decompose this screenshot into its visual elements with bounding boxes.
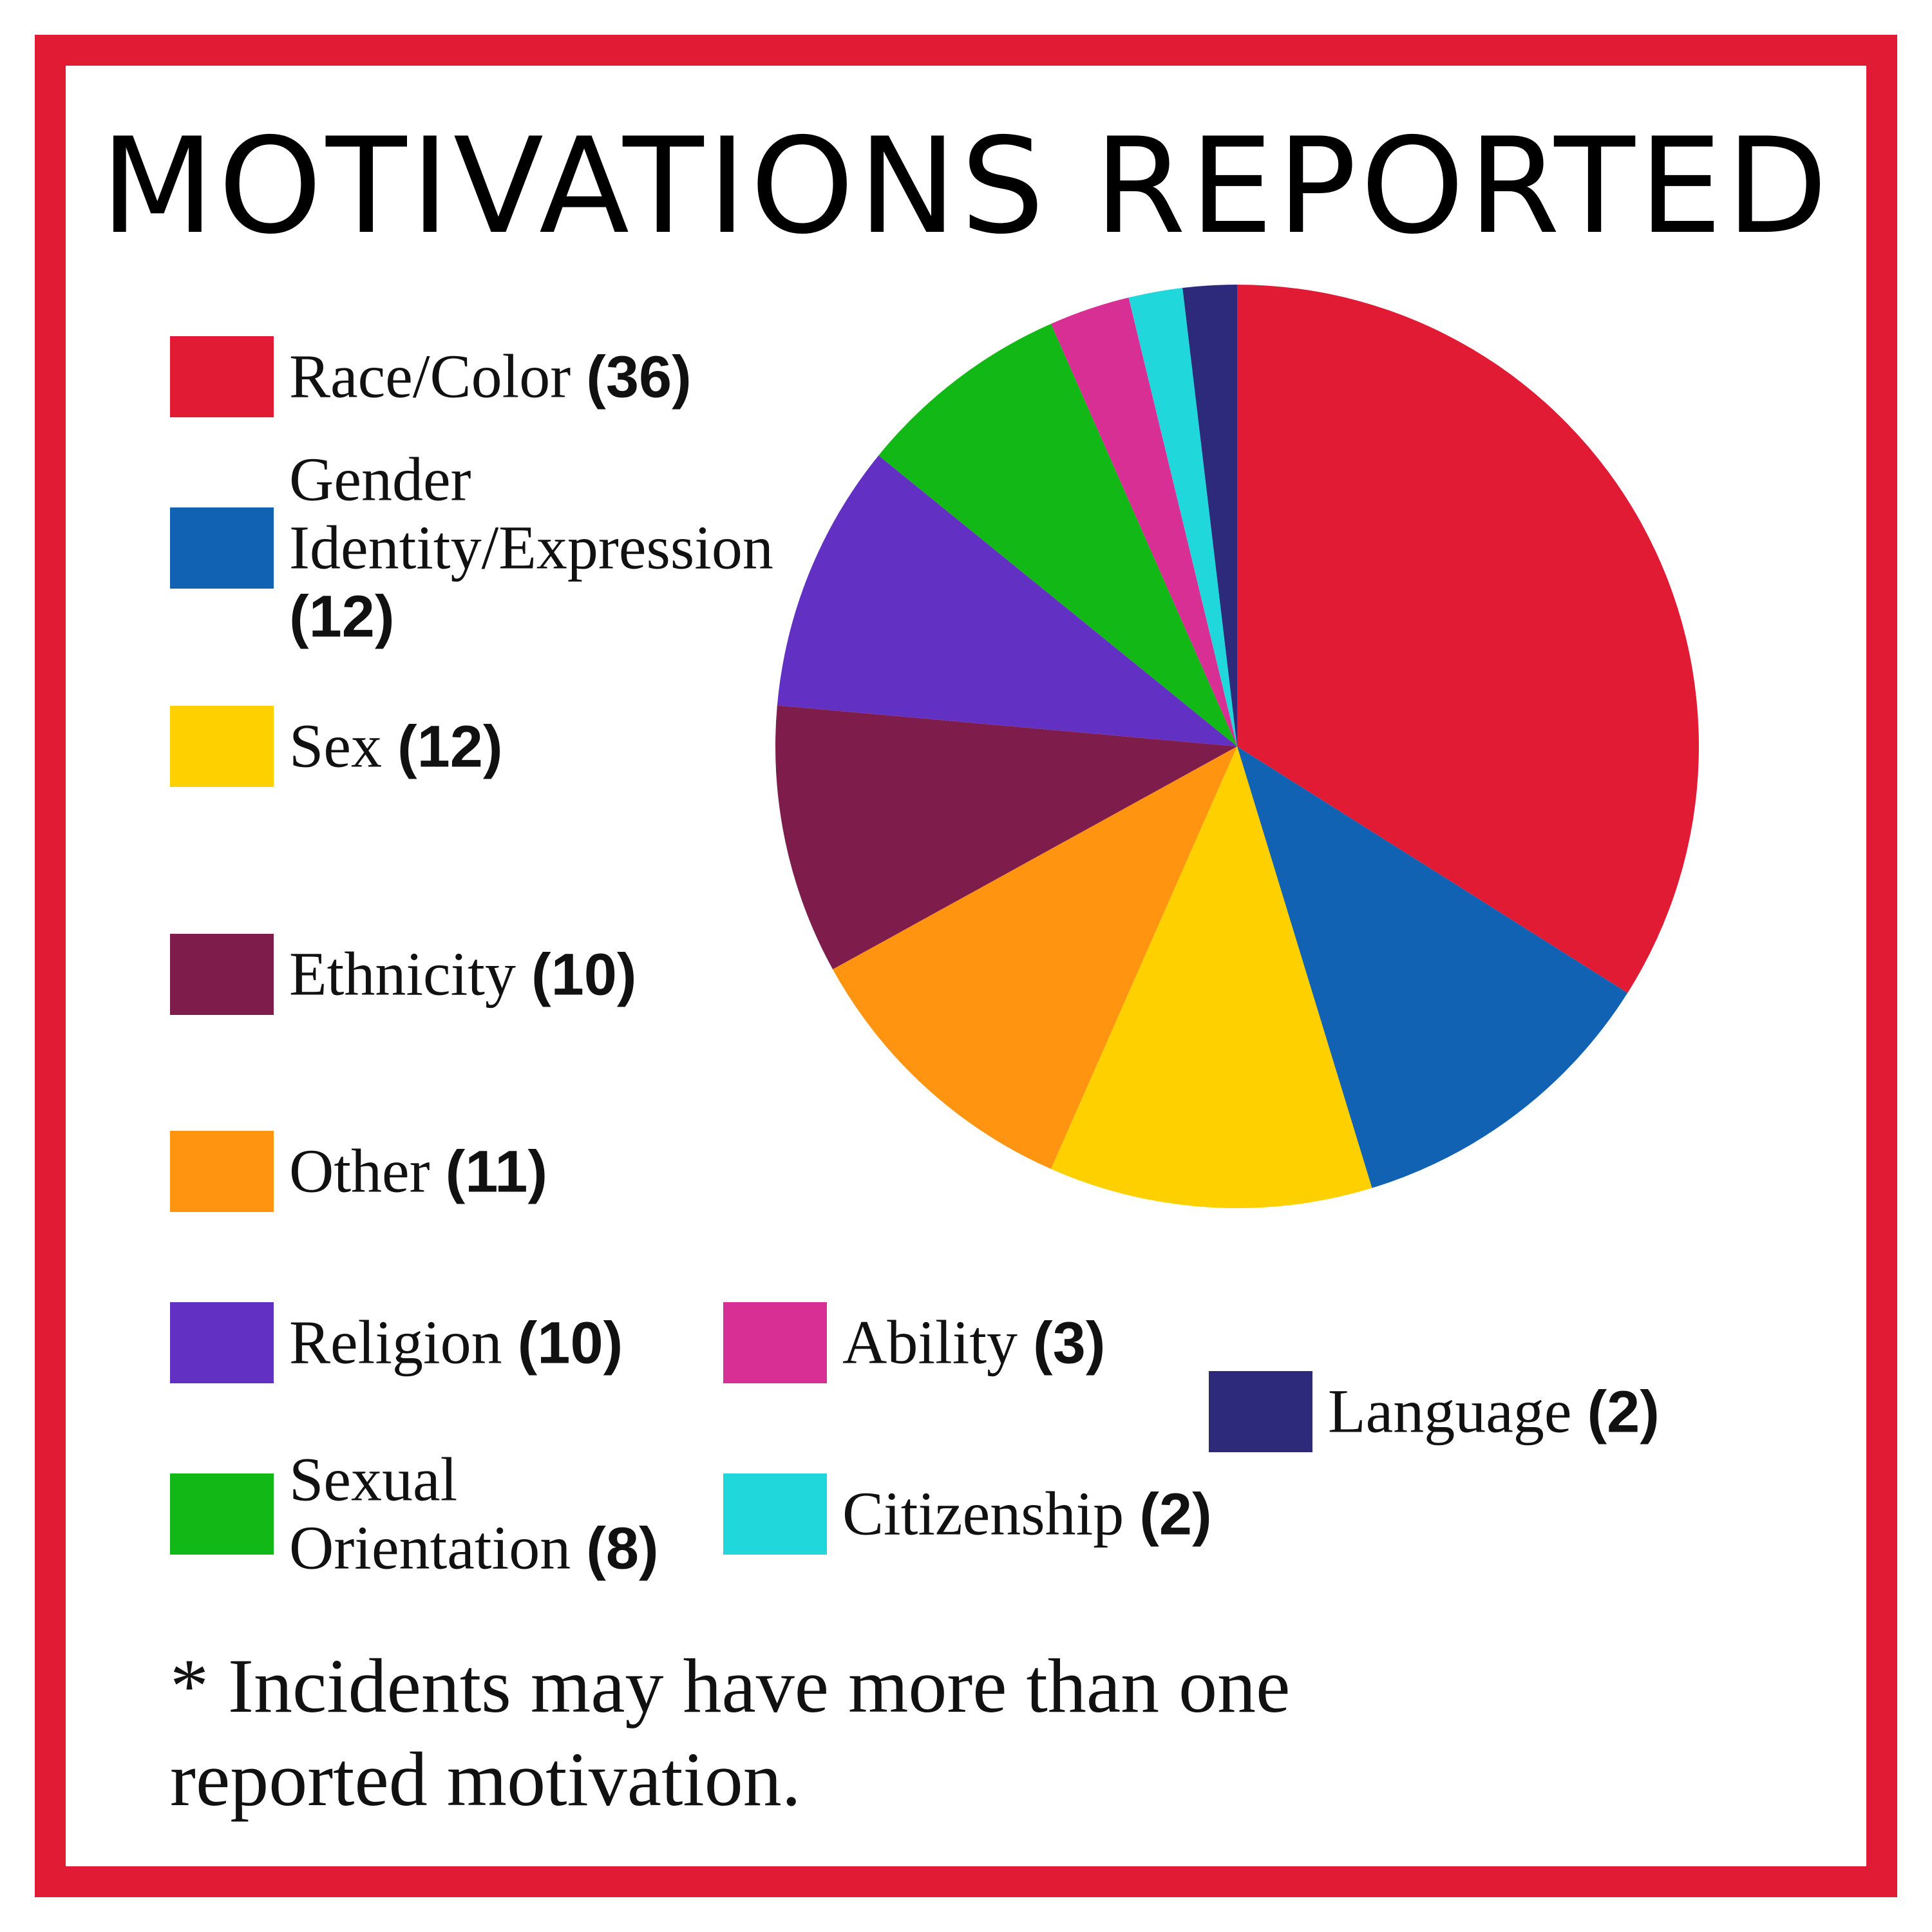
legend-value: (12) [289,583,395,650]
legend-entry: Religion (10) [289,1307,1062,1378]
pie-slice [1128,288,1237,746]
pie-slice [1050,298,1237,746]
legend-value: (2) [1139,1481,1212,1548]
legend-entry: Ability (3) [842,1307,1615,1378]
legend-swatch [723,1473,827,1555]
legend-label: Citizenship [842,1479,1124,1548]
frame [35,35,1897,1897]
legend-label: Ability [842,1307,1018,1377]
legend-swatch [723,1302,827,1383]
legend-label: Religion [289,1307,502,1377]
pie-slice [1050,746,1372,1208]
legend-value: (11) [445,1139,548,1205]
pie-slice [777,455,1237,746]
legend-swatch [170,1302,274,1383]
legend-entry: Other (11) [289,1137,1062,1206]
legend-swatch [170,934,274,1015]
legend-value: (12) [397,714,503,780]
pie-slice [833,746,1237,1170]
legend-entry: Citizenship (2) [842,1479,1615,1549]
legend-label: Gender Identity/Expression [289,444,773,582]
legend-swatch [170,507,274,589]
legend-swatch [170,336,274,417]
pie-slice [1182,285,1237,746]
legend-entry: Sexual Orientation (8) [289,1444,701,1583]
legend-value: (3) [1033,1310,1106,1376]
legend-label: Ethnicity [289,939,516,1009]
legend-entry: Language (2) [1328,1376,1932,1446]
legend-swatch [170,1131,274,1212]
legend-label: Sex [289,711,382,781]
legend-label: Other [289,1136,430,1206]
legend-swatch [1209,1371,1312,1452]
pie-slice [878,323,1237,747]
legend-swatch [170,706,274,787]
pie-slice [775,705,1237,970]
legend-swatch [170,1473,274,1555]
legend-entry: Gender Identity/Expression (12) [289,444,798,651]
legend-entry: Sex (12) [289,712,1062,781]
pie-slice [1237,746,1628,1188]
legend-value: (2) [1587,1379,1660,1445]
legend-label: Sexual Orientation [289,1444,571,1582]
legend-entry: Ethnicity (10) [289,940,1062,1009]
footnote: * Incidents may have more than one repor… [170,1643,1291,1822]
legend-value: (36) [586,344,692,410]
pie-slice [1237,285,1699,993]
legend-label: Language [1328,1376,1572,1446]
legend-label: Race/Color [289,341,571,411]
legend-value: (10) [517,1310,623,1376]
legend-value: (8) [586,1515,659,1582]
legend-value: (10) [531,942,637,1008]
legend-entry: Race/Color (36) [289,341,1062,412]
chart-title: MOTIVATIONS REPORTED [100,110,1832,263]
